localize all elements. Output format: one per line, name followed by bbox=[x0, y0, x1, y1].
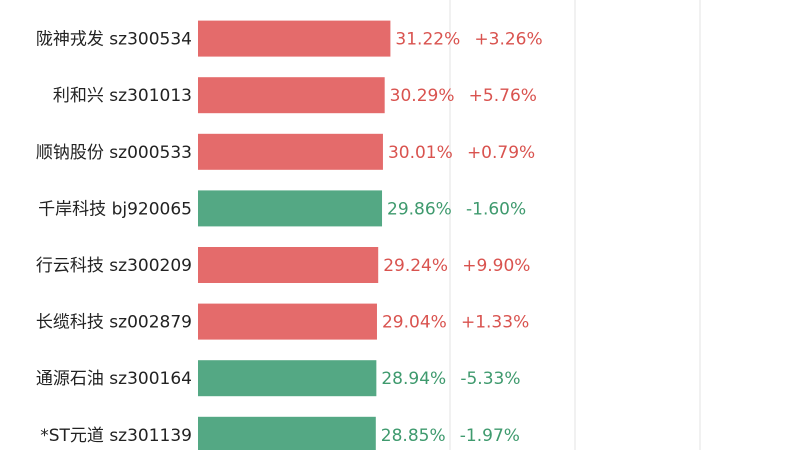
bar-label-1: 陇神戎发 sz300534 bbox=[36, 30, 192, 50]
bar-8 bbox=[198, 416, 376, 450]
bar-row-2: 利和兴 sz301013 30.29% +5.76% bbox=[53, 77, 537, 114]
bar-row-7: 通源石油 sz300164 28.94% -5.33% bbox=[36, 360, 520, 397]
bar-7 bbox=[198, 360, 377, 397]
value-label-4: 29.86% bbox=[387, 199, 452, 219]
value-label-6: 29.04% bbox=[382, 313, 447, 333]
change-label-5: +9.90% bbox=[462, 256, 530, 276]
change-label-7: -5.33% bbox=[460, 369, 520, 389]
value-label-7: 28.94% bbox=[381, 369, 446, 389]
change-label-3: +0.79% bbox=[467, 143, 535, 163]
bar-label-2: 利和兴 sz301013 bbox=[53, 86, 192, 106]
bar-row-1: 陇神戎发 sz300534 31.22% +3.26% bbox=[36, 20, 543, 57]
change-label-6: +1.33% bbox=[461, 313, 529, 333]
bar-label-5: 行云科技 sz300209 bbox=[36, 256, 192, 276]
bar-label-4: 千岸科技 bj920065 bbox=[38, 199, 192, 219]
change-label-4: -1.60% bbox=[466, 199, 526, 219]
bar-label-6: 长缆科技 sz002879 bbox=[36, 313, 192, 333]
bar-5 bbox=[198, 247, 379, 283]
change-label-1: +3.26% bbox=[474, 30, 542, 50]
change-label-8: -1.97% bbox=[460, 426, 520, 446]
bar-6 bbox=[198, 303, 377, 340]
change-label-2: +5.76% bbox=[469, 86, 537, 106]
bar-3 bbox=[198, 133, 383, 170]
value-label-8: 28.85% bbox=[381, 426, 446, 446]
bar-row-4: 千岸科技 bj920065 29.86% -1.60% bbox=[38, 190, 526, 227]
bar-2 bbox=[198, 77, 385, 114]
bar-row-6: 长缆科技 sz002879 29.04% +1.33% bbox=[36, 303, 529, 340]
bar-row-5: 行云科技 sz300209 29.24% +9.90% bbox=[36, 247, 530, 283]
value-label-5: 29.24% bbox=[383, 256, 448, 276]
bar-1 bbox=[198, 20, 391, 57]
bar-label-8: *ST元道 sz301139 bbox=[40, 426, 192, 446]
gridlines bbox=[449, 0, 701, 450]
value-label-3: 30.01% bbox=[388, 143, 453, 163]
bar-label-7: 通源石油 sz300164 bbox=[36, 369, 192, 389]
bar-label-3: 顺钠股份 sz000533 bbox=[36, 143, 192, 163]
bar-4 bbox=[198, 190, 383, 227]
value-label-1: 31.22% bbox=[395, 30, 460, 50]
bar-row-8: *ST元道 sz301139 28.85% -1.97% bbox=[40, 416, 520, 450]
value-label-2: 30.29% bbox=[390, 86, 455, 106]
bar-row-3: 顺钠股份 sz000533 30.01% +0.79% bbox=[36, 133, 535, 170]
